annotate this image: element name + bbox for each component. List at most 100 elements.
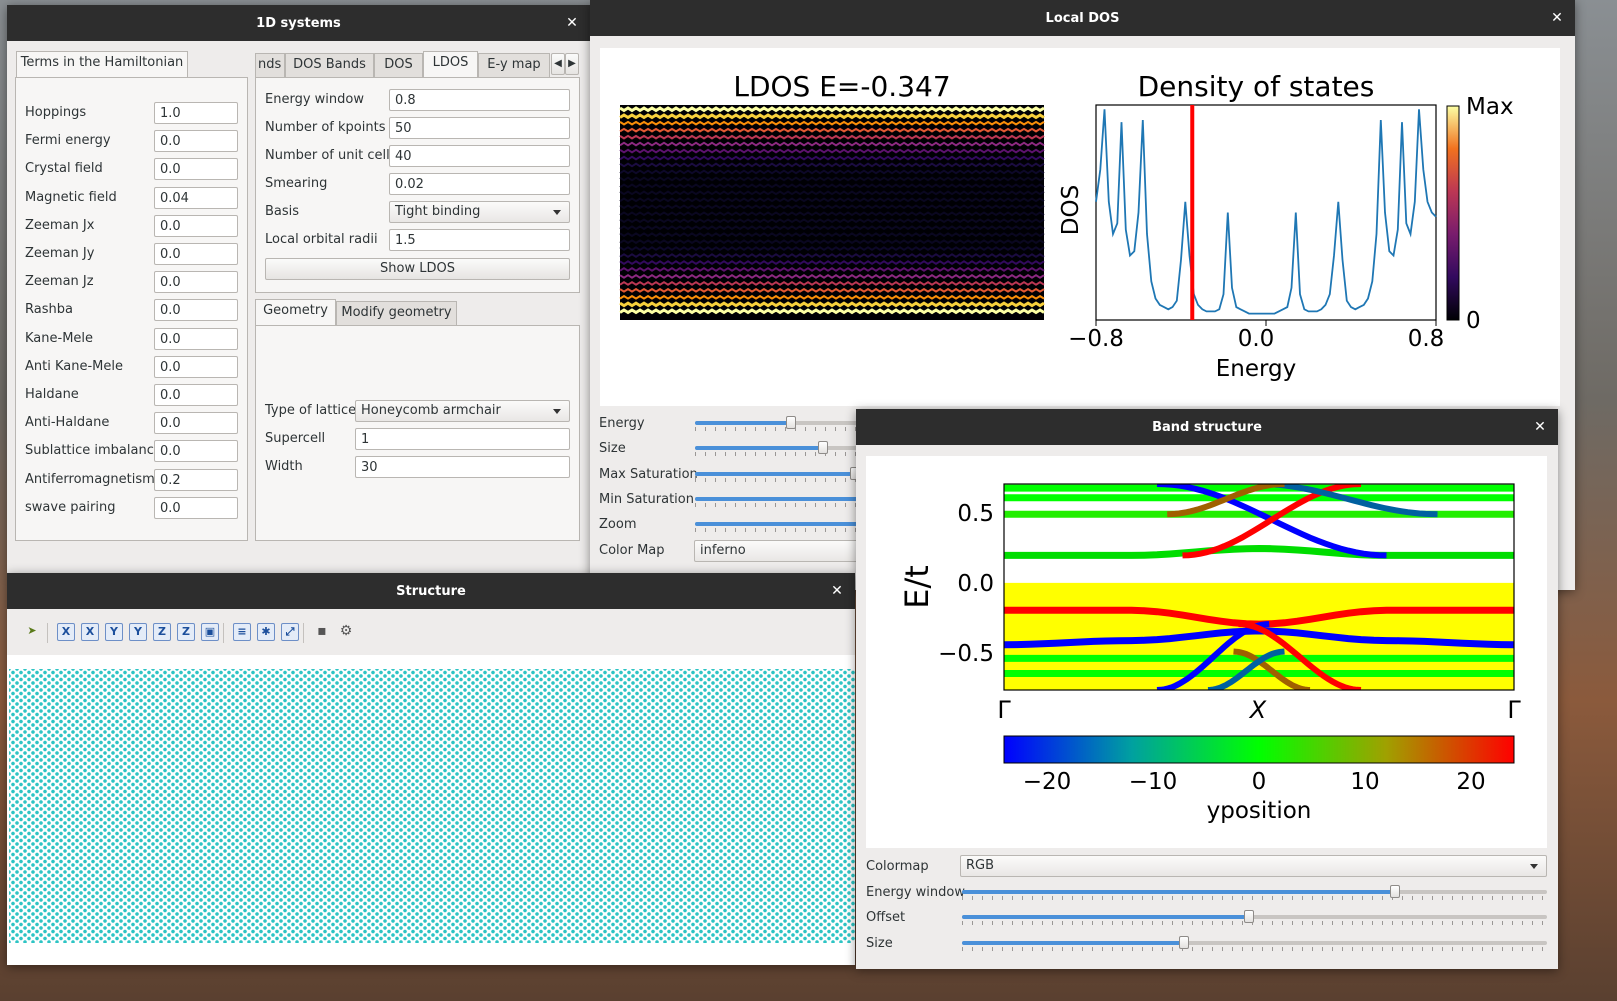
tab-scroll-right-button[interactable]: ▶ [565,53,579,75]
param-input[interactable]: 0.0 [154,243,238,265]
ldos-field-label: Number of unit cells [265,148,397,163]
slider-knob[interactable] [818,441,828,455]
select-arrow-icon[interactable]: ➤ [27,624,37,637]
ldos-field-input[interactable]: 0.8 [389,89,570,111]
param-label: Haldane [25,387,79,402]
colormap-value: inferno [700,543,746,558]
ldos-control-label: Size [599,441,626,457]
ldos-field-input[interactable]: 50 [389,117,570,139]
show-ldos-button[interactable]: Show LDOS [265,258,570,280]
slider-ticks [962,946,1547,951]
structure-canvas[interactable] [7,655,855,965]
param-label: Zeeman Jz [25,274,94,290]
param-input[interactable]: 0.0 [154,384,238,406]
slider-fill [695,496,926,501]
param-input[interactable]: 0.0 [154,355,238,378]
band-slider[interactable] [962,885,1547,900]
radii-input[interactable]: 1.5 [389,229,570,251]
param-input[interactable]: 0.0 [154,158,238,181]
param-input[interactable]: 0.2 [154,468,238,491]
colormap-label: Color Map [599,543,665,558]
tab-ldos[interactable]: LDOS [423,51,478,78]
param-label: Hoppings [25,105,87,120]
titlebar-band-structure[interactable]: Band structure [856,409,1558,445]
band-xtick-0: Γ [997,696,1011,724]
band-edge-state [1258,484,1438,518]
band-slider[interactable] [962,935,1547,951]
titlebar-structure[interactable]: Structure [7,573,855,609]
param-input[interactable]: 0.0 [154,412,238,435]
view-minus-x-icon[interactable]: X [81,623,99,641]
titlebar-local-dos[interactable]: Local DOS [590,0,1575,36]
tab-e-y-map[interactable]: E-y map [478,53,550,77]
titlebar-1d-systems[interactable]: 1D systems [7,5,590,41]
ldos-row [619,301,1045,308]
tab-bands[interactable]: nds [255,53,285,77]
ldos-panel: Energy window 0.8 Number of kpoints 50 Numbe… [255,77,580,293]
tab-geometry[interactable]: Geometry [255,299,336,326]
axes-icon[interactable]: ✱ [257,623,275,641]
basis-select[interactable]: Tight binding [389,201,570,223]
ldos-control-slider[interactable] [695,416,1015,431]
ldos-figure: LDOS E=-0.347 Density of states DOS Ener… [619,70,1514,382]
tab-terms-hamiltonian[interactable]: Terms in the Hamiltonian [16,51,188,78]
close-icon[interactable]: ✕ [1551,10,1563,26]
supercell-input[interactable]: 1 [355,428,570,450]
window-title: Local DOS [1045,10,1120,26]
band-colormap-value: RGB [966,858,995,873]
ldos-field-input[interactable]: 0.02 [389,173,570,195]
save-icon[interactable]: ▪ [317,623,327,639]
dos-plot [1095,104,1437,326]
param-input[interactable]: 0.0 [154,214,238,237]
cube-icon[interactable]: ▣ [201,623,219,641]
tab-scroll-left-button[interactable]: ◀ [551,53,565,75]
param-input[interactable]: 0.04 [154,186,238,209]
band-colormap-select[interactable]: RGB [960,855,1547,877]
slider-knob[interactable] [1389,885,1400,898]
view-minus-y-icon[interactable]: Y [129,623,147,641]
tab-dos[interactable]: DOS [374,53,423,77]
param-input[interactable]: 0.0 [154,327,238,350]
toolbar-separator [303,623,304,643]
close-icon[interactable]: ✕ [566,15,578,31]
view-minus-z-icon[interactable]: Z [177,623,195,641]
ldos-field-input[interactable]: 40 [389,145,570,167]
close-icon[interactable]: ✕ [1534,419,1546,435]
ldos-field-label: Smearing [265,176,328,191]
ldos-colorbar [1446,105,1460,321]
param-input[interactable]: 0.0 [154,299,238,322]
lattice-label: Type of lattice [265,403,357,418]
view-x-icon[interactable]: X [57,623,75,641]
tab-dos-bands[interactable]: DOS Bands [285,53,374,77]
band-figure-area: E/t 0.5 0.0 −0.5 Γ X Γ −20 −10 0 10 20 y… [866,456,1547,848]
slider-knob[interactable] [1243,910,1254,924]
ldos-row [619,239,1045,245]
close-icon[interactable]: ✕ [831,583,843,599]
ldos-control-label: Max Saturation [599,466,698,482]
settings-icon[interactable]: ⚙ [339,623,353,639]
ldos-row [619,281,1045,286]
ldos-row [619,190,1045,196]
slider-knob[interactable] [786,416,796,429]
fit-view-icon[interactable]: ⤢ [281,623,299,641]
layers-icon[interactable]: ≡ [233,623,251,641]
ldos-row [619,204,1045,210]
ldos-control-slider[interactable] [695,441,1015,457]
band-slider[interactable] [962,910,1547,926]
colorbar-min-label: 0 [1466,308,1481,334]
ldos-row [619,225,1045,231]
view-y-icon[interactable]: Y [105,623,123,641]
param-input[interactable]: 1.0 [154,102,238,124]
param-input[interactable]: 0.0 [154,271,238,294]
param-input[interactable]: 0.0 [154,130,238,153]
param-input[interactable]: 0.0 [154,496,238,519]
tab-modify-geometry[interactable]: Modify geometry [336,301,457,325]
lattice-select[interactable]: Honeycomb armchair [355,400,570,422]
view-z-icon[interactable]: Z [153,623,171,641]
param-input[interactable]: 0.0 [154,440,238,463]
slider-knob[interactable] [1179,935,1190,949]
width-input[interactable]: 30 [355,456,570,478]
dos-xtick-2: 0.8 [1408,326,1445,352]
slider-fill [695,471,855,476]
chevron-down-icon [553,409,561,414]
